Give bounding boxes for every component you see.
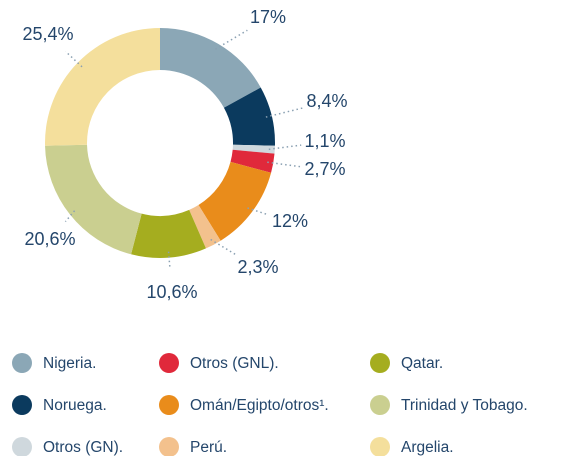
legend-swatch	[370, 395, 390, 415]
data-label: 20,6%	[24, 229, 75, 249]
data-label: 12%	[272, 211, 308, 231]
data-label: 1,1%	[304, 131, 345, 151]
legend-label: Nigeria.	[43, 355, 96, 372]
leader-line	[265, 107, 304, 118]
leader-line	[247, 207, 268, 216]
legend-swatch	[12, 437, 32, 456]
donut-segment	[198, 161, 272, 241]
legend-swatch	[159, 395, 179, 415]
legend-label: Trinidad y Tobago.	[401, 397, 528, 414]
donut-segment	[45, 144, 142, 255]
legend-label: Perú.	[190, 439, 227, 456]
leader-line	[65, 50, 83, 68]
legend-label: Argelia.	[401, 439, 454, 456]
legend-swatch	[159, 437, 179, 456]
legend-swatch	[12, 395, 32, 415]
data-label: 8,4%	[306, 91, 347, 111]
donut-segment	[223, 87, 276, 146]
legend-label: Otros (GN).	[43, 439, 123, 456]
legend-label: Otros (GNL).	[190, 355, 279, 372]
leader-line	[267, 161, 302, 168]
leader-line	[215, 29, 248, 50]
legend-label: Noruega.	[43, 397, 107, 414]
leader-line	[167, 251, 171, 270]
data-label: 2,7%	[304, 159, 345, 179]
leader-line	[210, 238, 238, 257]
data-label: 2,3%	[237, 257, 278, 277]
legend-swatch	[159, 353, 179, 373]
legend-swatch	[370, 437, 390, 456]
donut-segment	[232, 144, 275, 154]
legend-label: Qatar.	[401, 355, 443, 372]
data-label: 25,4%	[22, 24, 73, 44]
leader-line	[268, 144, 302, 151]
donut-segment	[131, 209, 206, 258]
legend-swatch	[370, 353, 390, 373]
data-label: 17%	[250, 7, 286, 27]
legend-swatch	[12, 353, 32, 373]
donut-segment	[160, 28, 261, 108]
donut-segment	[45, 28, 160, 146]
donut-segment	[189, 205, 221, 249]
data-label: 10,6%	[146, 282, 197, 302]
donut-segment	[230, 149, 275, 173]
legend-label: Omán/Egipto/otros¹.	[190, 397, 329, 414]
